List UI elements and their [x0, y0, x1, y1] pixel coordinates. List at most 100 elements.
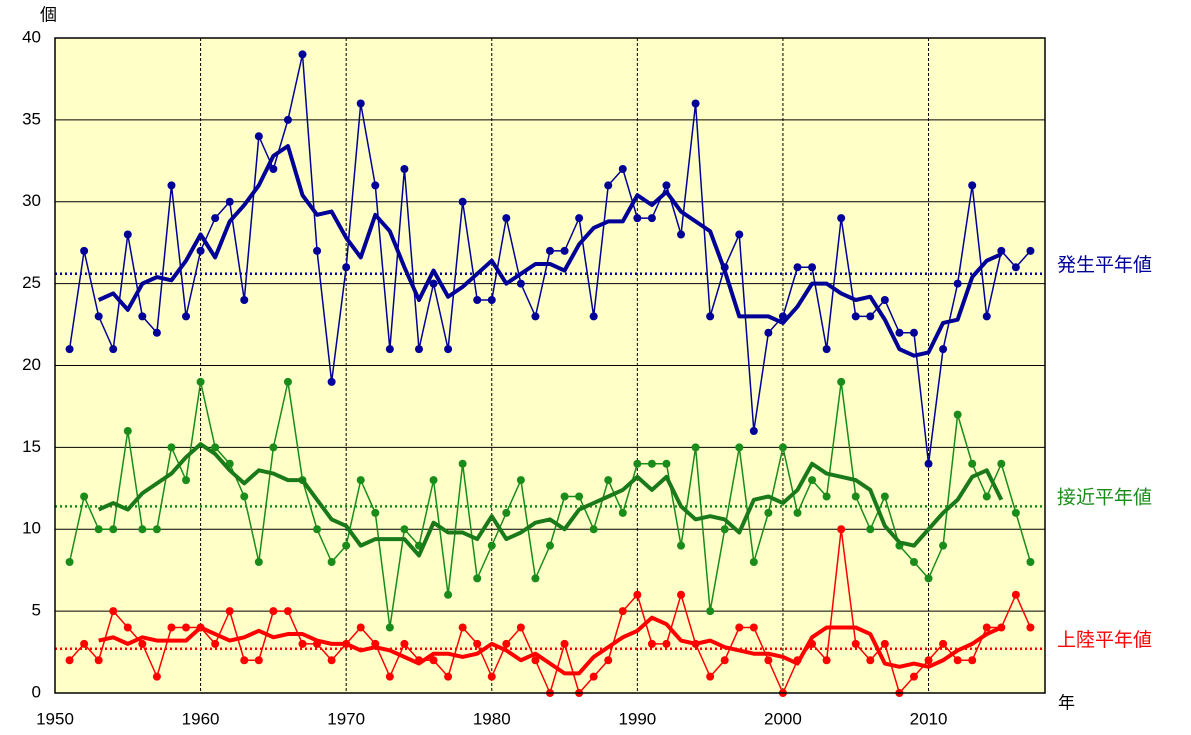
data-point — [575, 214, 584, 223]
data-point — [677, 230, 686, 239]
data-point — [269, 607, 278, 616]
data-point — [327, 377, 336, 386]
data-point — [473, 296, 482, 304]
data-point — [283, 377, 292, 386]
data-point — [152, 525, 161, 534]
data-point — [211, 639, 220, 648]
data-point — [618, 165, 627, 173]
data-point — [109, 345, 118, 354]
data-point — [516, 279, 525, 288]
data-point — [822, 345, 831, 354]
x-tick-label: 1950 — [36, 709, 74, 728]
data-point — [356, 623, 365, 632]
data-point — [837, 525, 846, 534]
data-point — [633, 214, 642, 223]
data-point — [152, 328, 161, 337]
data-point — [225, 607, 234, 616]
data-point — [909, 328, 918, 337]
data-point — [531, 656, 540, 665]
data-point — [749, 623, 758, 632]
data-point — [953, 656, 962, 665]
data-point — [167, 623, 176, 632]
y-tick-label: 0 — [32, 682, 41, 701]
y-tick-label: 40 — [22, 27, 41, 46]
data-point — [152, 672, 161, 681]
data-point — [65, 558, 74, 566]
data-point — [662, 459, 671, 468]
data-point — [866, 312, 875, 321]
data-point — [65, 345, 74, 354]
data-point — [94, 525, 103, 534]
data-point — [269, 165, 278, 173]
data-point — [211, 443, 220, 452]
data-point — [80, 639, 89, 648]
reference-label: 接近平年値 — [1057, 486, 1152, 508]
data-point — [924, 459, 933, 468]
data-point — [546, 541, 554, 550]
data-point — [211, 214, 220, 223]
data-point — [662, 181, 671, 190]
data-point — [546, 246, 554, 255]
data-point — [444, 345, 453, 354]
data-point — [618, 607, 627, 616]
data-point — [487, 541, 496, 550]
data-point — [880, 492, 889, 501]
data-point — [444, 590, 453, 599]
data-point — [283, 115, 292, 124]
data-point — [240, 296, 249, 304]
data-point — [429, 279, 438, 288]
x-tick-label: 2010 — [910, 709, 948, 728]
data-point — [283, 607, 292, 616]
data-point — [400, 525, 409, 534]
series-line — [97, 144, 1003, 358]
data-point — [240, 656, 249, 665]
reference-label: 発生平年値 — [1057, 254, 1152, 276]
data-point — [167, 181, 176, 190]
data-point — [487, 296, 496, 304]
data-point — [808, 263, 817, 272]
y-unit: 個 — [40, 5, 57, 24]
data-point — [225, 197, 234, 206]
data-point — [298, 50, 307, 59]
data-point — [516, 623, 525, 632]
plot-frame — [54, 37, 1046, 694]
data-point — [254, 656, 263, 665]
data-point — [531, 312, 540, 321]
data-point — [560, 492, 569, 501]
data-point — [647, 639, 656, 648]
data-point — [458, 623, 467, 632]
data-point — [94, 312, 103, 321]
data-point — [866, 656, 875, 665]
data-point — [123, 427, 132, 435]
data-point — [822, 492, 831, 501]
data-point — [706, 672, 715, 681]
data-point — [968, 459, 977, 468]
data-point — [953, 279, 962, 288]
data-point — [313, 525, 322, 534]
data-point — [618, 508, 627, 517]
data-point — [1026, 246, 1035, 255]
data-point — [196, 377, 205, 386]
data-point — [1011, 263, 1020, 272]
data-point — [560, 246, 569, 255]
data-point — [822, 656, 831, 665]
data-point — [123, 230, 132, 239]
data-point — [880, 296, 889, 304]
data-point — [371, 508, 380, 517]
data-point — [65, 656, 74, 665]
data-point — [604, 181, 613, 190]
data-point — [138, 312, 147, 321]
data-point — [123, 623, 132, 632]
data-point — [327, 558, 336, 566]
series-line — [97, 442, 1004, 558]
data-point — [633, 459, 642, 468]
data-point — [749, 427, 758, 435]
data-point — [589, 312, 598, 321]
data-point — [909, 558, 918, 566]
data-point — [764, 656, 773, 665]
data-point — [327, 656, 336, 665]
data-point — [80, 492, 89, 501]
data-point — [749, 558, 758, 566]
data-point — [109, 607, 118, 616]
